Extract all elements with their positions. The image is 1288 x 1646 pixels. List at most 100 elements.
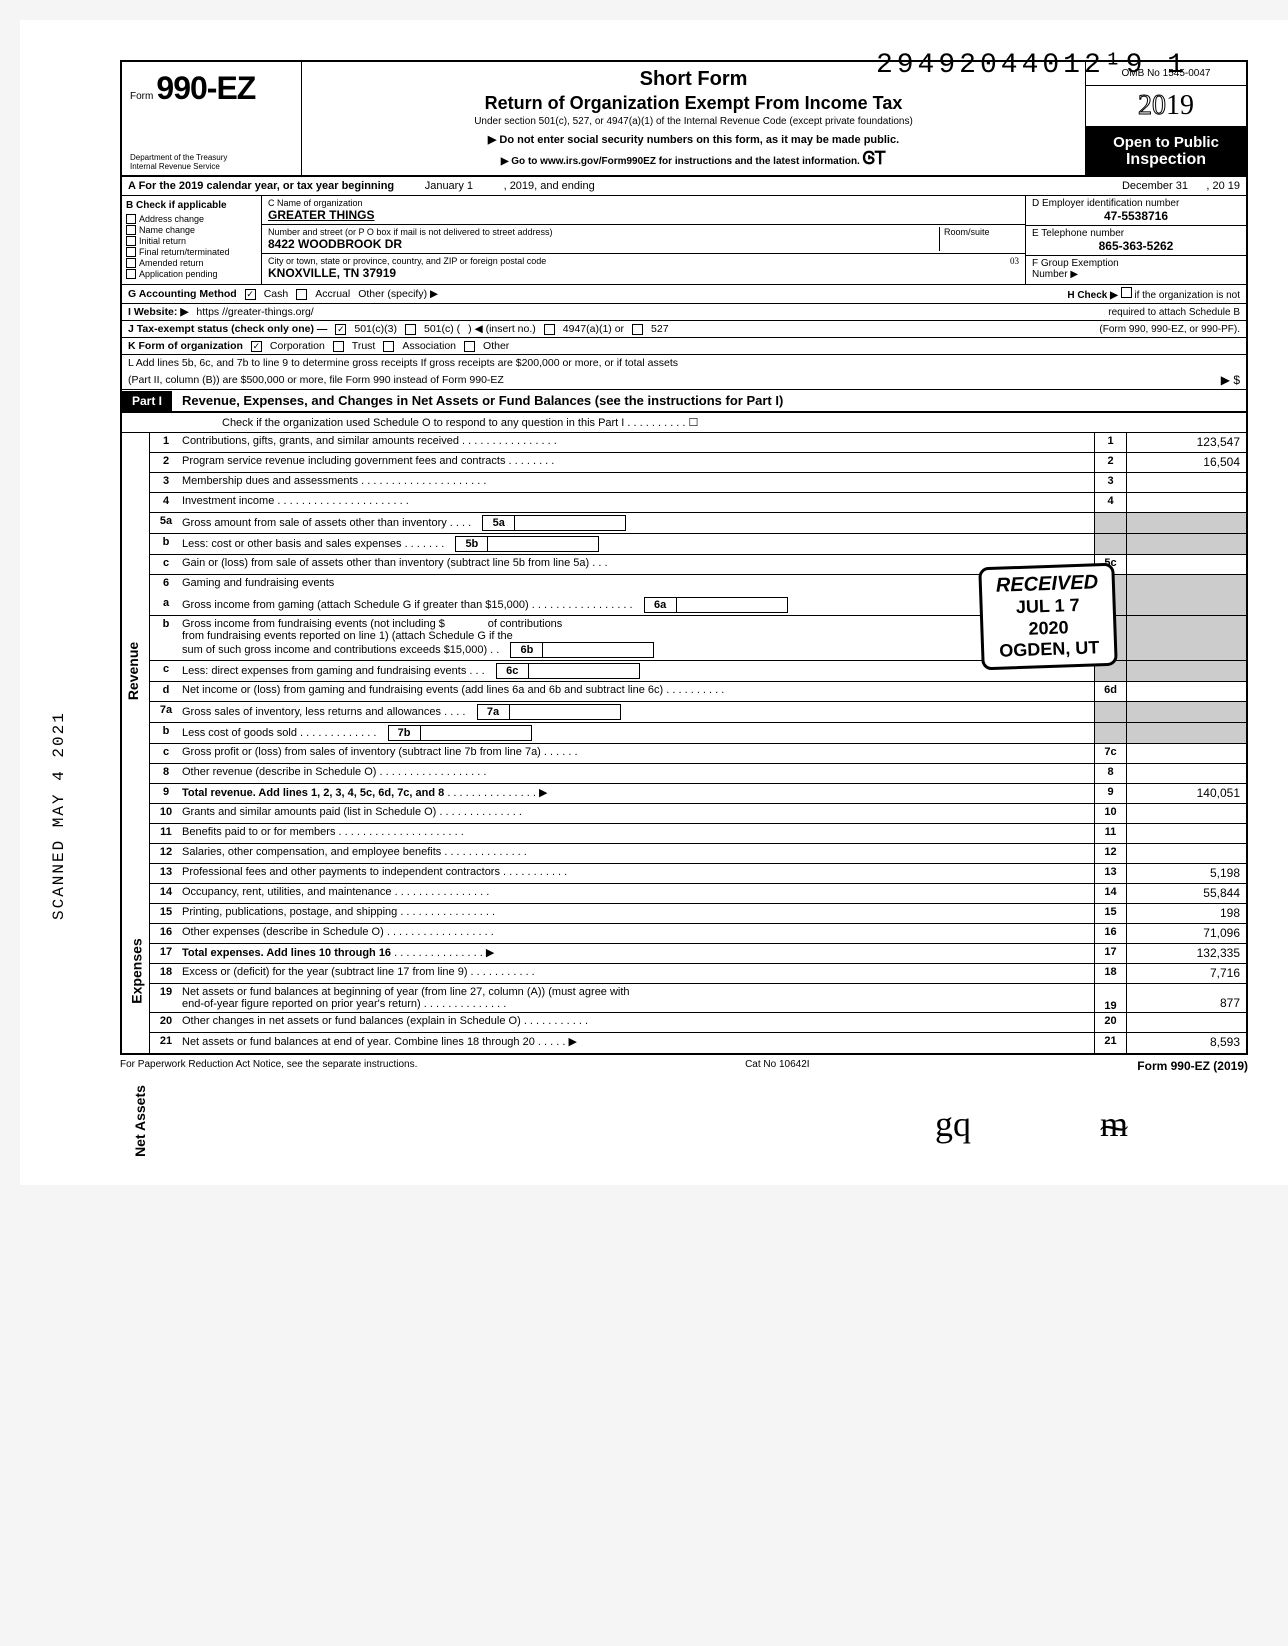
ln-num: c <box>150 744 182 763</box>
ln-desc: Membership dues and assessments . . . . … <box>182 473 1094 492</box>
ln-amt <box>1126 844 1246 863</box>
ln-box-num: 9 <box>1094 784 1126 803</box>
ln-desc: Less cost of goods sold . . . . . . . . … <box>182 723 1094 743</box>
chk-initial-return[interactable]: Initial return <box>126 236 257 246</box>
chk-app-pending[interactable]: Application pending <box>126 269 257 279</box>
ln-amt-shaded <box>1126 702 1246 722</box>
g-other: Other (specify) ▶ <box>358 288 438 300</box>
g-accrual: Accrual <box>315 288 350 300</box>
e-cell: E Telephone number 865-363-5262 <box>1026 226 1246 256</box>
ln-num: 8 <box>150 764 182 783</box>
l-text-1: L Add lines 5b, 6c, and 7b to line 9 to … <box>128 357 678 369</box>
chk-4947[interactable] <box>544 324 555 335</box>
chk-name-change[interactable]: Name change <box>126 225 257 235</box>
ln-amt <box>1126 1013 1246 1032</box>
ln-desc: Less: direct expenses from gaming and fu… <box>182 661 1094 681</box>
line-8: 8 Other revenue (describe in Schedule O)… <box>150 764 1246 784</box>
ln-desc: Professional fees and other payments to … <box>182 864 1094 883</box>
ln-num: 21 <box>150 1033 182 1053</box>
ln-desc: Less: cost or other basis and sales expe… <box>182 534 1094 554</box>
ln-num: 13 <box>150 864 182 883</box>
checkbox-icon <box>126 247 136 257</box>
ln-desc: Benefits paid to or for members . . . . … <box>182 824 1094 843</box>
form-number: 990-EZ <box>156 70 255 106</box>
line-14: 14 Occupancy, rent, utilities, and maint… <box>150 884 1246 904</box>
received-stamp: RECEIVED JUL 1 7 2020 OGDEN, UT <box>978 563 1118 670</box>
checkbox-icon <box>126 236 136 246</box>
ln-num: 4 <box>150 493 182 512</box>
row-l-1: L Add lines 5b, 6c, and 7b to line 9 to … <box>120 355 1248 371</box>
chk-amended[interactable]: Amended return <box>126 258 257 268</box>
title-return: Return of Organization Exempt From Incom… <box>312 93 1075 114</box>
b-header: B Check if applicable <box>126 200 257 211</box>
chk-accrual[interactable] <box>296 289 307 300</box>
row-a-begin: January 1 <box>425 180 473 192</box>
line-16: 16 Other expenses (describe in Schedule … <box>150 924 1246 944</box>
chk-trust[interactable] <box>333 341 344 352</box>
org-address: 8422 WOODBROOK DR <box>268 237 939 251</box>
ln-amt-shaded <box>1126 616 1246 660</box>
ln-num: 9 <box>150 784 182 803</box>
chk-501c[interactable] <box>405 324 416 335</box>
signature-row: gq ᵯ <box>120 1073 1248 1145</box>
line-5b: b Less: cost or other basis and sales ex… <box>150 534 1246 555</box>
side-labels: Revenue Expenses Net Assets <box>122 433 150 1053</box>
ln-desc: Other revenue (describe in Schedule O) .… <box>182 764 1094 783</box>
chk-501c3[interactable]: ✓ <box>335 324 346 335</box>
row-a-right: December 31 , 20 19 <box>1116 177 1246 195</box>
year-solid: 19 <box>1166 90 1194 121</box>
chk-corp[interactable]: ✓ <box>251 341 262 352</box>
ln-box-num: 4 <box>1094 493 1126 512</box>
chk-cash[interactable]: ✓ <box>245 289 256 300</box>
chk-label: Address change <box>139 214 204 224</box>
ln-amt-shaded: RECEIVED JUL 1 7 2020 OGDEN, UT <box>1126 575 1246 595</box>
sig-b: ᵯ <box>1100 1104 1128 1144</box>
part-title: Revenue, Expenses, and Changes in Net As… <box>172 390 793 411</box>
ln-num: b <box>150 723 182 743</box>
side-expenses: Expenses <box>129 938 145 1003</box>
ln-num: 3 <box>150 473 182 492</box>
ein-value: 47-5538716 <box>1032 209 1240 223</box>
line-6d: d Net income or (loss) from gaming and f… <box>150 682 1246 702</box>
f-cell: F Group Exemption Number ▶ <box>1026 256 1246 284</box>
phone-value: 865-363-5262 <box>1032 239 1240 253</box>
j-4947: 4947(a)(1) or <box>563 323 624 335</box>
document-id: 29492044012¹9 1 <box>876 50 1188 81</box>
line-9: 9 Total revenue. Add lines 1, 2, 3, 4, 5… <box>150 784 1246 804</box>
footer-left: For Paperwork Reduction Act Notice, see … <box>120 1059 417 1073</box>
row-j: J Tax-exempt status (check only one) — ✓… <box>120 321 1248 338</box>
ln-desc: Other expenses (describe in Schedule O) … <box>182 924 1094 943</box>
ln-box-num: 10 <box>1094 804 1126 823</box>
row-l-2: (Part II, column (B)) are $500,000 or mo… <box>120 371 1248 390</box>
ln-num: b <box>150 616 182 660</box>
chk-address-change[interactable]: Address change <box>126 214 257 224</box>
ln-amt <box>1126 824 1246 843</box>
goto-text: ▶ Go to www.irs.gov/Form990EZ for instru… <box>501 156 860 167</box>
ln-box-num: 11 <box>1094 824 1126 843</box>
ln-num: 18 <box>150 964 182 983</box>
chk-assoc[interactable] <box>383 341 394 352</box>
ln-amt: 132,335 <box>1126 944 1246 963</box>
ln-box-num: 18 <box>1094 964 1126 983</box>
chk-final-return[interactable]: Final return/terminated <box>126 247 257 257</box>
chk-other-org[interactable] <box>464 341 475 352</box>
hand-03: 03 <box>939 256 1019 280</box>
chk-527[interactable] <box>632 324 643 335</box>
j-label: J Tax-exempt status (check only one) — <box>128 323 327 335</box>
ln-box-num: 17 <box>1094 944 1126 963</box>
checkbox-icon <box>126 214 136 224</box>
ln-box-num: 16 <box>1094 924 1126 943</box>
ln-amt <box>1126 555 1246 574</box>
ln-num: 1 <box>150 433 182 452</box>
mid-box-6a: 6a <box>644 597 788 613</box>
ln-desc: Gross amount from sale of assets other t… <box>182 513 1094 533</box>
stamp-location: OGDEN, UT <box>998 637 1101 662</box>
part-subtitle: Check if the organization used Schedule … <box>120 413 1248 433</box>
ln-desc: Other changes in net assets or fund bala… <box>182 1013 1094 1032</box>
chk-h[interactable] <box>1121 287 1132 298</box>
ln-num: 20 <box>150 1013 182 1032</box>
col-b: B Check if applicable Address change Nam… <box>122 196 262 284</box>
g-label: G Accounting Method <box>128 288 237 300</box>
ln-desc: Gross profit or (loss) from sales of inv… <box>182 744 1094 763</box>
line-5a: 5a Gross amount from sale of assets othe… <box>150 513 1246 534</box>
